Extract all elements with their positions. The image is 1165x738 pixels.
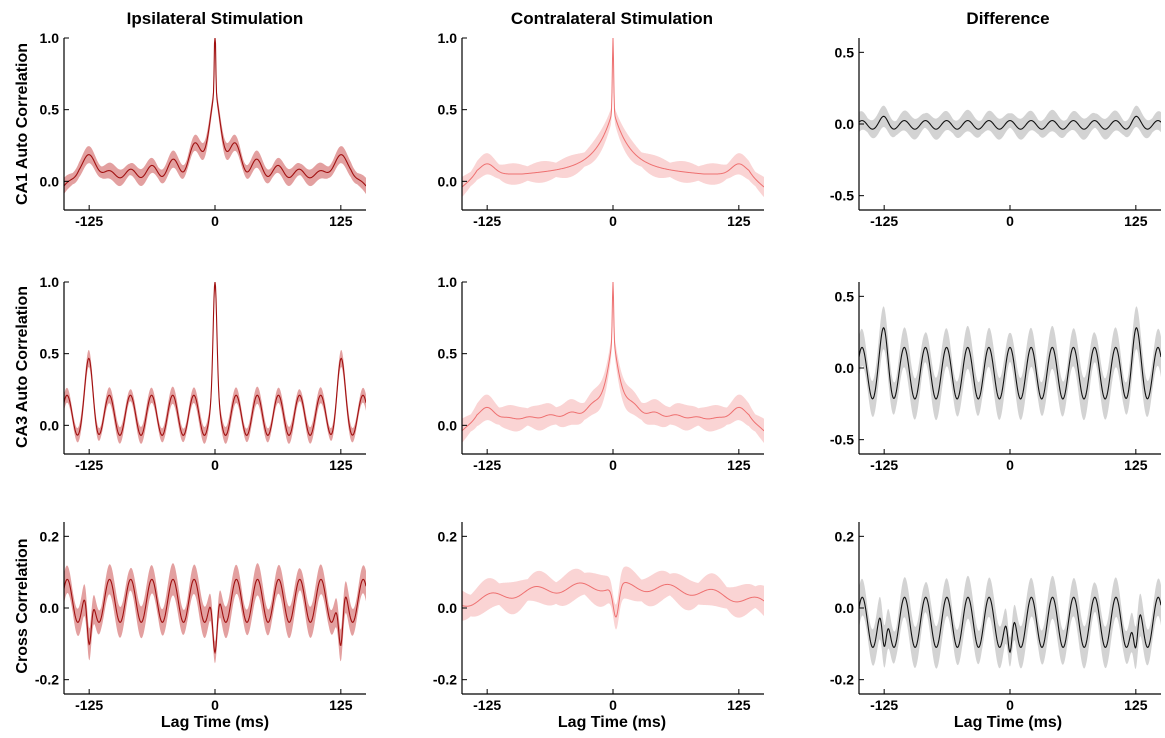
y-tick-label: -0.5 (830, 432, 854, 448)
x-tick-label: 0 (1006, 457, 1014, 473)
column-title-contralateral: Contralateral Stimulation (511, 9, 713, 28)
xlabel-difference: Lag Time (ms) (954, 714, 1062, 731)
row-label-cross: Cross Correlation (14, 538, 31, 673)
row-label-ca3: CA3 Auto Correlation (14, 286, 31, 448)
y-tick-label: 1.0 (40, 274, 60, 290)
x-tick-label: 125 (329, 457, 353, 473)
x-tick-label: -125 (870, 457, 898, 473)
y-tick-label: 0.5 (835, 288, 855, 304)
y-tick-label: 0.0 (835, 360, 855, 376)
confidence-band (462, 38, 764, 198)
y-tick-label: -0.2 (433, 672, 457, 688)
y-tick-label: 0.2 (835, 528, 855, 544)
series-line (462, 38, 764, 188)
x-tick-label: 0 (609, 697, 617, 713)
x-tick-label: 0 (211, 213, 219, 229)
x-tick-label: -125 (75, 213, 103, 229)
x-tick-label: -125 (473, 697, 501, 713)
series-line (64, 578, 366, 655)
y-tick-label: 1.0 (438, 274, 458, 290)
confidence-band (64, 282, 366, 444)
y-tick-label: 0.0 (835, 116, 855, 132)
x-tick-label: 125 (1124, 457, 1148, 473)
confidence-band (462, 282, 764, 443)
series-line (859, 327, 1161, 400)
confidence-band (859, 306, 1161, 421)
xlabel-ipsilateral: Lag Time (ms) (161, 714, 269, 731)
y-tick-label: 0.0 (40, 417, 60, 433)
x-tick-label: 0 (609, 457, 617, 473)
confidence-band (859, 575, 1161, 669)
y-tick-label: 0.2 (438, 528, 458, 544)
x-tick-label: 125 (727, 213, 751, 229)
x-tick-label: 125 (329, 213, 353, 229)
x-tick-label: 125 (1124, 697, 1148, 713)
row-label-ca1: CA1 Auto Correlation (14, 43, 31, 205)
y-tick-label: 0.5 (438, 346, 458, 362)
panel-contralateral-ca1: -125 0 125 0.0 0.5 1.0 (438, 30, 764, 229)
x-tick-label: -125 (473, 457, 501, 473)
y-tick-label: 0.0 (835, 600, 855, 616)
panel-ipsilateral-ca3: -125 0 125 0.0 0.5 1.0 (40, 274, 366, 473)
x-tick-label: -125 (473, 213, 501, 229)
y-tick-label: 0.2 (40, 528, 60, 544)
y-tick-label: 1.0 (40, 30, 60, 46)
y-tick-label: 0.5 (835, 44, 855, 60)
x-tick-label: 0 (1006, 213, 1014, 229)
y-tick-label: 0.0 (438, 417, 458, 433)
x-tick-label: 0 (211, 457, 219, 473)
panel-difference-ca3: -125 0 125 -0.5 0.0 0.5 (830, 282, 1161, 473)
panel-contralateral-ca3: -125 0 125 0.0 0.5 1.0 (438, 274, 764, 473)
confidence-band (462, 566, 764, 630)
x-tick-label: 125 (1124, 213, 1148, 229)
x-tick-label: 125 (329, 697, 353, 713)
x-tick-label: 0 (609, 213, 617, 229)
y-tick-label: -0.2 (35, 672, 59, 688)
y-tick-label: 0.0 (438, 600, 458, 616)
series-line (859, 596, 1161, 654)
panels: -125 0 125 0.0 0.5 1.0 -125 0 125 0.0 0.5 1.0 -125 0 1… (35, 30, 1161, 713)
xlabel-contralateral: Lag Time (ms) (558, 714, 666, 731)
y-tick-label: -0.5 (830, 188, 854, 204)
panel-difference-ca1: -125 0 125 -0.5 0.0 0.5 (830, 38, 1161, 229)
y-tick-label: 0.0 (40, 173, 60, 189)
confidence-band (64, 563, 366, 664)
x-tick-label: 125 (727, 697, 751, 713)
y-tick-label: 0.0 (40, 600, 60, 616)
x-tick-label: -125 (870, 213, 898, 229)
confidence-band (859, 105, 1161, 140)
y-tick-label: 0.5 (438, 102, 458, 118)
x-tick-label: 125 (727, 457, 751, 473)
y-tick-label: 0.0 (438, 173, 458, 189)
column-title-difference: Difference (966, 9, 1049, 28)
x-tick-label: 0 (1006, 697, 1014, 713)
x-tick-label: -125 (870, 697, 898, 713)
panel-ipsilateral-cross: -125 0 125 -0.2 0.0 0.2 (35, 522, 366, 713)
series-line (64, 282, 366, 436)
series-line (462, 582, 764, 618)
panel-ipsilateral-ca1: -125 0 125 0.0 0.5 1.0 (40, 30, 366, 229)
panel-difference-cross: -125 0 125 -0.2 0.0 0.2 (830, 522, 1161, 713)
x-tick-label: -125 (75, 697, 103, 713)
y-tick-label: -0.2 (830, 672, 854, 688)
x-tick-label: -125 (75, 457, 103, 473)
y-tick-label: 1.0 (438, 30, 458, 46)
series-line (859, 115, 1161, 130)
series-line (64, 38, 366, 187)
y-tick-label: 0.5 (40, 346, 60, 362)
x-tick-label: 0 (211, 697, 219, 713)
y-tick-label: 0.5 (40, 102, 60, 118)
series-line (462, 282, 764, 432)
panel-contralateral-cross: -125 0 125 -0.2 0.0 0.2 (433, 522, 764, 713)
column-title-ipsilateral: Ipsilateral Stimulation (127, 9, 304, 28)
